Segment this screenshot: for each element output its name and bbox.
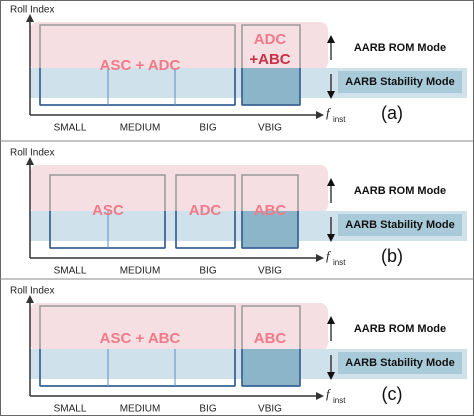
region-label: ADC — [189, 202, 222, 219]
y-arrow — [26, 157, 34, 165]
category-label: SMALL — [54, 123, 87, 134]
x-axis-subscript: inst — [333, 258, 346, 267]
region-label: ASC + ABC — [100, 330, 181, 347]
x-axis-label: f — [326, 386, 332, 401]
category-label: BIG — [199, 123, 216, 134]
y-axis-label: Roll Index — [10, 148, 54, 159]
category-label: VBIG — [258, 266, 282, 277]
category-label: SMALL — [54, 404, 87, 415]
stability-box — [338, 352, 462, 374]
region-label: +ABC — [249, 51, 290, 68]
vbig-fill — [242, 349, 300, 386]
category-label: BIG — [199, 404, 216, 415]
region-label: ASC — [92, 202, 124, 219]
y-axis-label: Roll Index — [10, 5, 54, 16]
vbig-fill — [242, 211, 298, 248]
mode-label: AARB Stability Mode — [345, 76, 454, 88]
up-head — [327, 35, 335, 43]
x-arrow — [316, 254, 324, 262]
mode-label: AARB ROM Mode — [354, 185, 446, 197]
x-axis-subscript: inst — [333, 115, 346, 124]
category-label: MEDIUM — [120, 266, 161, 277]
up-head — [327, 316, 335, 324]
region-label: ASC + ADC — [100, 57, 181, 74]
rom-band — [30, 303, 328, 351]
stability-box — [338, 71, 462, 93]
y-arrow — [26, 14, 34, 22]
panel: Roll Index f inst SMALL MEDIUM BIG VBIG ASC + A… — [10, 286, 467, 415]
caption: (b) — [381, 246, 403, 266]
x-axis-label: f — [326, 105, 332, 120]
vbig-fill — [242, 68, 300, 105]
mode-label: AARB Stability Mode — [345, 357, 454, 369]
up-head — [327, 178, 335, 186]
mode-label: AARB ROM Mode — [354, 323, 446, 335]
region-label: ABC — [254, 202, 287, 219]
down-head — [327, 234, 335, 242]
caption: (a) — [381, 103, 403, 123]
category-label: VBIG — [258, 123, 282, 134]
x-arrow — [316, 392, 324, 400]
category-label: VBIG — [258, 404, 282, 415]
region-label: ADC — [254, 31, 287, 48]
mode-label: AARB ROM Mode — [354, 42, 446, 54]
x-arrow — [316, 111, 324, 119]
category-label: MEDIUM — [120, 123, 161, 134]
panel: Roll Index f inst SMALL MEDIUM BIG VBIG ASC + A… — [10, 5, 467, 134]
rom-band — [30, 22, 328, 70]
region-label: ABC — [254, 330, 287, 347]
caption: (c) — [382, 384, 403, 404]
stability-box — [338, 214, 462, 236]
x-axis-label: f — [326, 248, 332, 263]
down-head — [327, 372, 335, 380]
y-arrow — [26, 295, 34, 303]
category-label: SMALL — [54, 266, 87, 277]
down-head — [327, 91, 335, 99]
y-axis-label: Roll Index — [10, 286, 54, 297]
panel: Roll Index f inst SMALL MEDIUM BIG VBIG ASC ADC A… — [10, 148, 467, 277]
rom-band — [30, 165, 328, 213]
mode-label: AARB Stability Mode — [345, 219, 454, 231]
category-label: BIG — [199, 266, 216, 277]
x-axis-subscript: inst — [333, 396, 346, 405]
category-label: MEDIUM — [120, 404, 161, 415]
